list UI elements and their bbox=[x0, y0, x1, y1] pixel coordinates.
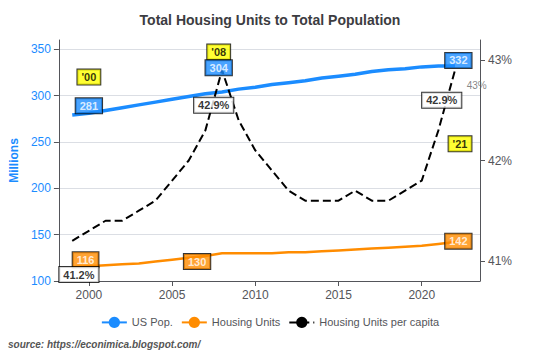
svg-text:281: 281 bbox=[80, 100, 98, 112]
svg-text:150: 150 bbox=[31, 228, 51, 242]
svg-text:Millions: Millions bbox=[7, 138, 21, 183]
svg-text:130: 130 bbox=[188, 256, 206, 268]
svg-text:42.9%: 42.9% bbox=[426, 94, 457, 106]
svg-text:116: 116 bbox=[77, 254, 95, 266]
svg-text:250: 250 bbox=[31, 135, 51, 149]
svg-text:200: 200 bbox=[31, 181, 51, 195]
svg-text:100: 100 bbox=[31, 274, 51, 288]
svg-text:332: 332 bbox=[449, 54, 467, 66]
svg-text:43%: 43% bbox=[467, 80, 487, 91]
svg-text:2015: 2015 bbox=[325, 288, 352, 302]
svg-text:2005: 2005 bbox=[159, 288, 186, 302]
svg-text:source: https://econimica.blog: source: https://econimica.blogspot.com/ bbox=[8, 339, 201, 350]
svg-text:304: 304 bbox=[210, 62, 229, 74]
svg-text:Total Housing Units to Total P: Total Housing Units to Total Population bbox=[140, 12, 401, 28]
svg-text:2000: 2000 bbox=[76, 288, 103, 302]
svg-text:Housing Units per capita: Housing Units per capita bbox=[319, 316, 440, 328]
svg-text:300: 300 bbox=[31, 89, 51, 103]
svg-text:142: 142 bbox=[449, 235, 467, 247]
svg-text:US Pop.: US Pop. bbox=[132, 316, 173, 328]
svg-text:'08: '08 bbox=[211, 46, 226, 58]
svg-text:42%: 42% bbox=[488, 154, 512, 168]
svg-text:'00: '00 bbox=[81, 71, 96, 83]
svg-text:Housing Units: Housing Units bbox=[212, 316, 281, 328]
svg-text:2010: 2010 bbox=[242, 288, 269, 302]
svg-text:2020: 2020 bbox=[408, 288, 435, 302]
svg-text:41%: 41% bbox=[488, 254, 512, 268]
svg-text:41.2%: 41.2% bbox=[63, 269, 94, 281]
svg-text:43%: 43% bbox=[488, 53, 512, 67]
svg-text:'21: '21 bbox=[453, 138, 468, 150]
svg-text:350: 350 bbox=[31, 42, 51, 56]
svg-text:42.9%: 42.9% bbox=[198, 99, 229, 111]
